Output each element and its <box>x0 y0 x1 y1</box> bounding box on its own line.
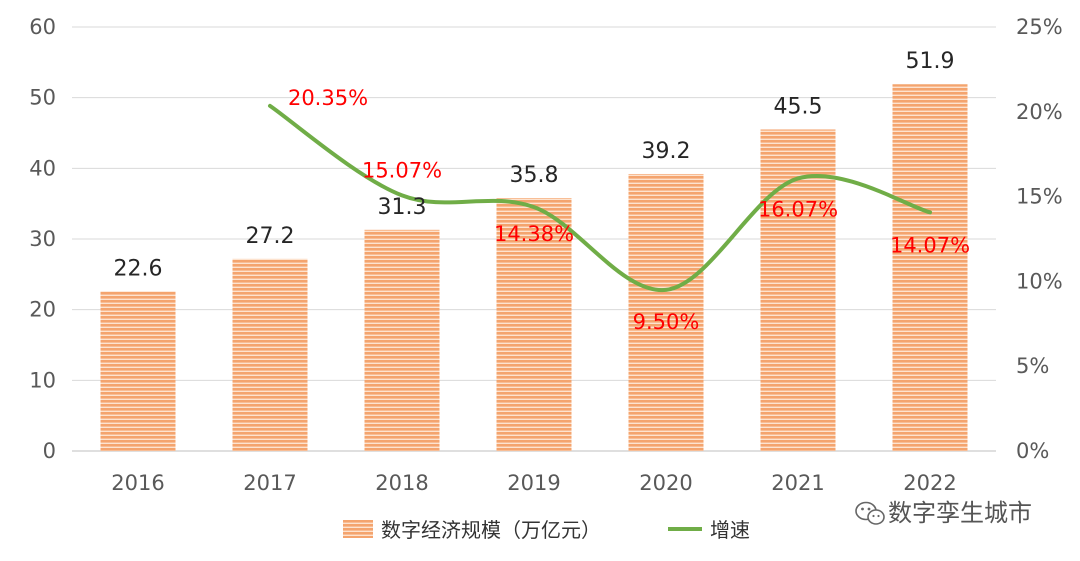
legend: 数字经济规模（万亿元） 增速 <box>343 518 750 542</box>
bar-value-label: 51.9 <box>906 49 955 74</box>
left-axis-tick: 30 <box>29 227 56 251</box>
rate-value-label: 15.07% <box>362 158 442 182</box>
x-axis-ticks: 2016 2017 2018 2019 2020 2021 2022 <box>111 471 956 495</box>
x-axis-tick: 2018 <box>375 471 428 495</box>
right-axis-tick: 5% <box>1016 354 1049 378</box>
watermark-text: 数字孪生城市 <box>888 499 1032 527</box>
rate-value-label: 16.07% <box>758 197 838 221</box>
bar-value-label: 39.2 <box>642 139 691 164</box>
bar-value-label: 45.5 <box>774 94 823 119</box>
bar-value-label: 31.3 <box>378 195 427 220</box>
legend-line-label: 增速 <box>710 518 750 542</box>
x-axis-tick: 2016 <box>111 471 164 495</box>
left-axis-tick: 10 <box>29 368 56 392</box>
wechat-icon <box>855 501 885 525</box>
x-axis-tick: 2019 <box>507 471 560 495</box>
growth-rate-line <box>268 103 932 292</box>
legend-bar-label: 数字经济规模（万亿元） <box>381 518 601 542</box>
bar <box>100 291 176 451</box>
left-axis-tick: 50 <box>29 86 56 110</box>
line-series <box>268 103 932 292</box>
rate-value-label: 20.35% <box>288 86 368 110</box>
left-axis-tick: 20 <box>29 298 56 322</box>
bar-value-label: 27.2 <box>246 224 295 249</box>
bar <box>496 198 572 451</box>
bar-value-labels: 22.6 27.2 31.3 35.8 39.2 45.5 51.9 <box>114 49 955 281</box>
x-axis-tick: 2022 <box>903 471 956 495</box>
rate-value-label: 14.38% <box>494 222 574 246</box>
right-axis-tick: 10% <box>1016 269 1063 293</box>
right-axis-tick: 0% <box>1016 439 1049 463</box>
x-axis-tick: 2017 <box>243 471 296 495</box>
rate-value-label: 9.50% <box>633 310 700 334</box>
legend-bar-swatch <box>343 520 373 538</box>
left-axis-tick: 0 <box>43 439 56 463</box>
right-axis-tick: 20% <box>1016 100 1063 124</box>
x-axis-tick: 2020 <box>639 471 692 495</box>
rate-value-label: 14.07% <box>890 233 970 257</box>
bar <box>232 258 308 451</box>
bar <box>892 84 968 452</box>
right-axis-tick: 25% <box>1016 15 1063 39</box>
left-axis-tick: 40 <box>29 156 56 180</box>
bar <box>364 229 440 451</box>
bar <box>760 129 836 451</box>
right-axis-tick: 15% <box>1016 185 1063 209</box>
rate-value-labels: 20.35% 15.07% 14.38% 9.50% 16.07% 14.07% <box>288 86 970 334</box>
bar-series <box>100 84 968 452</box>
x-axis-tick: 2021 <box>771 471 824 495</box>
watermark: 数字孪生城市 <box>855 499 1032 527</box>
bar <box>628 173 704 451</box>
bar-value-label: 35.8 <box>510 163 559 188</box>
right-axis-ticks: 0% 5% 10% 15% 20% 25% <box>1016 15 1063 463</box>
left-axis-ticks: 0 10 20 30 40 50 60 <box>29 15 56 463</box>
bar-value-label: 22.6 <box>114 256 163 281</box>
left-axis-tick: 60 <box>29 15 56 39</box>
